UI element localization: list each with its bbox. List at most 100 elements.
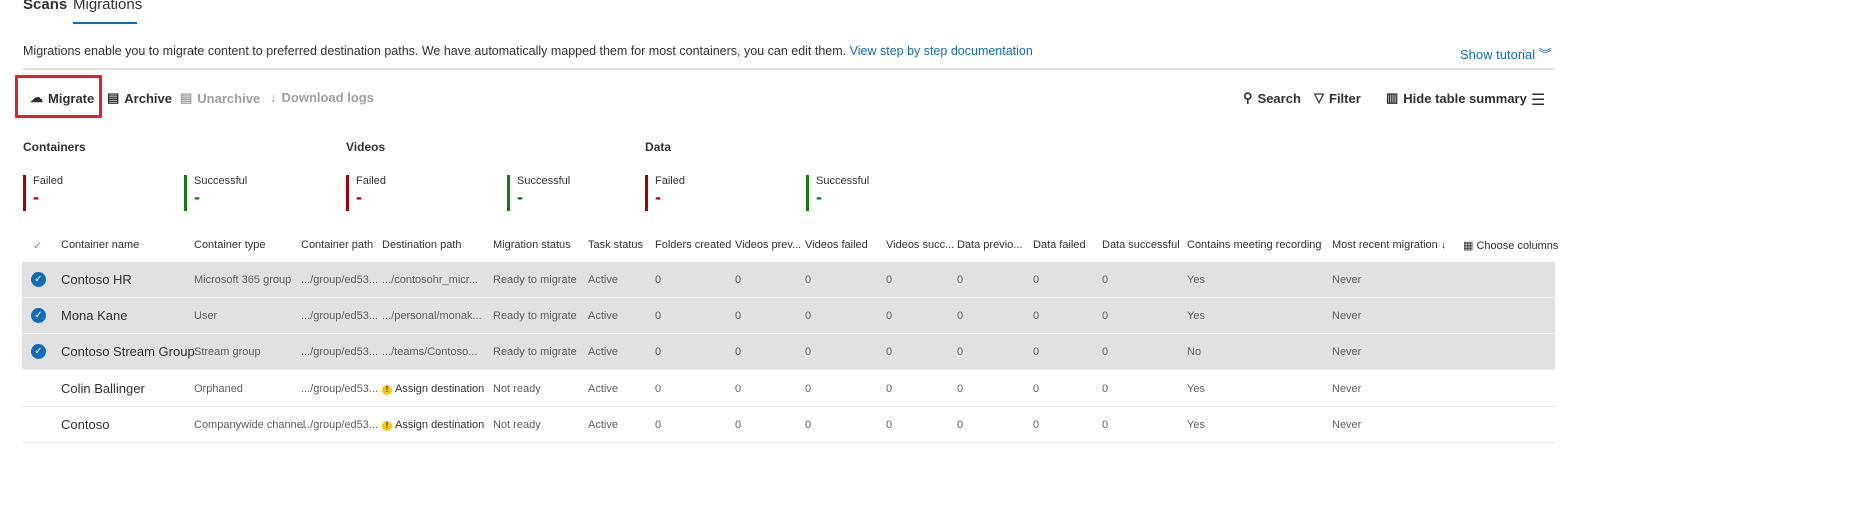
table-cell[interactable]: .../contosohr_micr...	[382, 274, 478, 286]
table-cell: Ready to migrate	[493, 346, 577, 358]
search-icon: ⚲	[1243, 90, 1253, 105]
search-button[interactable]: ⚲ Search	[1243, 90, 1301, 106]
column-header[interactable]: Videos failed	[805, 239, 868, 251]
cell-text: Stream group	[194, 346, 261, 358]
stat-value: -	[816, 187, 822, 207]
column-header[interactable]: Container type	[194, 239, 266, 251]
cell-text: .../personal/monak...	[382, 310, 482, 322]
table-row[interactable]: Contoso Companywide channel .../group/ed53…	[22, 407, 1555, 443]
column-header-label: Data failed	[1033, 239, 1086, 251]
cell-text: 0	[957, 419, 964, 431]
filter-icon: ▽	[1314, 90, 1324, 105]
table-cell[interactable]: Colin Ballinger	[61, 381, 145, 396]
cell-text: No	[1187, 346, 1202, 358]
cell-text: Contoso Stream Group	[61, 344, 195, 359]
cell-text: 0	[735, 346, 742, 358]
column-header[interactable]: Data previo...	[957, 239, 1022, 251]
summary-failed-stat: Failed -	[23, 175, 63, 211]
table-cell: Active	[588, 310, 618, 322]
cell-text: 0	[805, 310, 812, 322]
show-tutorial-label: Show tutorial	[1460, 47, 1536, 62]
table-cell: Yes	[1187, 419, 1205, 431]
column-header[interactable]: Data successful	[1102, 239, 1180, 251]
table-cell[interactable]: ! Assign destination	[382, 383, 484, 395]
column-header[interactable]: Container path	[301, 239, 373, 251]
stat-label: Failed	[356, 175, 386, 187]
table-cell: 0	[805, 274, 811, 286]
summary-title: Containers	[23, 140, 86, 154]
select-all-checkbox[interactable]: ✓	[33, 240, 43, 252]
column-header-label: Videos succ...	[886, 239, 955, 251]
table-cell[interactable]: Mona Kane	[61, 308, 128, 323]
table-cell[interactable]: ! Assign destination	[382, 419, 484, 431]
table-cell[interactable]: Contoso	[61, 417, 109, 432]
documentation-link[interactable]: View step by step documentation	[849, 44, 1033, 58]
tab-migrations[interactable]: Migrations	[73, 0, 143, 13]
filter-label: Filter	[1329, 90, 1361, 106]
cell-text: Ready to migrate	[493, 346, 577, 358]
column-header[interactable]: Contains meeting recording	[1187, 239, 1322, 251]
table-cell[interactable]: Contoso Stream Group	[61, 344, 195, 359]
column-header-label: Migration status	[493, 239, 571, 251]
choose-columns-button[interactable]: ▦ Choose columns	[1463, 239, 1558, 252]
table-cell[interactable]: .../teams/Contoso...	[382, 346, 477, 358]
table-cell: 0	[655, 346, 661, 358]
cell-text: 0	[957, 274, 964, 286]
table-cell: 0	[1033, 310, 1039, 322]
cell-text: Companywide channel	[194, 419, 306, 431]
table-cell: 0	[886, 274, 892, 286]
cell-text: Never	[1332, 274, 1362, 286]
column-header[interactable]: Videos succ...	[886, 239, 954, 251]
table-cell[interactable]: Contoso HR	[61, 272, 132, 287]
unarchive-button[interactable]: ▤ Unarchive	[180, 90, 260, 106]
cell-text: Contoso HR	[61, 272, 132, 287]
column-header[interactable]: Destination path	[382, 239, 462, 251]
column-header[interactable]: Task status	[588, 239, 643, 251]
table-cell[interactable]: .../personal/monak...	[382, 310, 482, 322]
cell-text: 0	[957, 310, 964, 322]
cell-text: 0	[1102, 310, 1109, 322]
column-header[interactable]: Videos prev...	[735, 239, 801, 251]
table-cell: 0	[886, 419, 892, 431]
column-header[interactable]: Migration status	[493, 239, 571, 251]
table-cell: 0	[735, 274, 741, 286]
cell-text: Assign destination	[395, 419, 485, 431]
hide-table-summary-button[interactable]: ▥ Hide table summary	[1386, 90, 1527, 106]
table-row[interactable]: Colin Ballinger Orphaned .../group/ed53...…	[22, 371, 1555, 407]
row-checkbox-checked[interactable]: ✓	[31, 308, 46, 323]
column-header[interactable]: Folders created	[655, 239, 731, 251]
cell-text: 0	[886, 346, 893, 358]
filter-button[interactable]: ▽ Filter	[1314, 90, 1361, 106]
migrate-label: Migrate	[48, 90, 95, 106]
table-cell: Never	[1332, 310, 1361, 322]
table-row[interactable]: ✓ Contoso HR Microsoft 365 group .../group/…	[22, 262, 1555, 298]
cell-text: Yes	[1187, 383, 1205, 395]
show-tutorial-button[interactable]: Show tutorial ︾	[1460, 44, 1552, 63]
chart-hide-icon: ▥	[1386, 90, 1399, 105]
table-cell: 0	[655, 310, 661, 322]
column-header-label: Most recent migration	[1332, 239, 1438, 251]
status-bar	[23, 175, 26, 211]
table-row[interactable]: ✓ Contoso Stream Group Stream group .../gro…	[22, 334, 1555, 370]
column-header[interactable]: Most recent migration ↓	[1332, 239, 1446, 251]
download-logs-label: Download logs	[281, 90, 374, 105]
warning-icon: !	[382, 385, 392, 395]
hide-summary-label: Hide table summary	[1403, 90, 1527, 106]
cell-text: .../contosohr_micr...	[382, 274, 478, 286]
tab-scans[interactable]: Scans	[23, 0, 68, 13]
archive-button[interactable]: ▤ Archive	[107, 90, 172, 106]
table-cell: 0	[957, 419, 963, 431]
table-cell: 0	[1102, 274, 1108, 286]
download-logs-button[interactable]: ↓ Download logs	[270, 90, 374, 105]
table-row[interactable]: ✓ Mona Kane User .../group/ed53... .../perso…	[22, 298, 1555, 334]
row-checkbox-checked[interactable]: ✓	[31, 344, 46, 359]
column-header[interactable]: Data failed	[1033, 239, 1086, 251]
migrate-button[interactable]: ☁ Migrate	[30, 90, 94, 106]
cell-text: .../group/ed53...	[301, 346, 379, 358]
cell-text: Active	[588, 274, 618, 286]
view-options-icon[interactable]: ☰	[1531, 92, 1546, 109]
unarchive-icon: ▤	[180, 90, 193, 105]
row-checkbox-checked[interactable]: ✓	[31, 272, 46, 287]
table-cell: Companywide channel	[194, 419, 305, 431]
column-header[interactable]: Container name	[61, 239, 139, 251]
